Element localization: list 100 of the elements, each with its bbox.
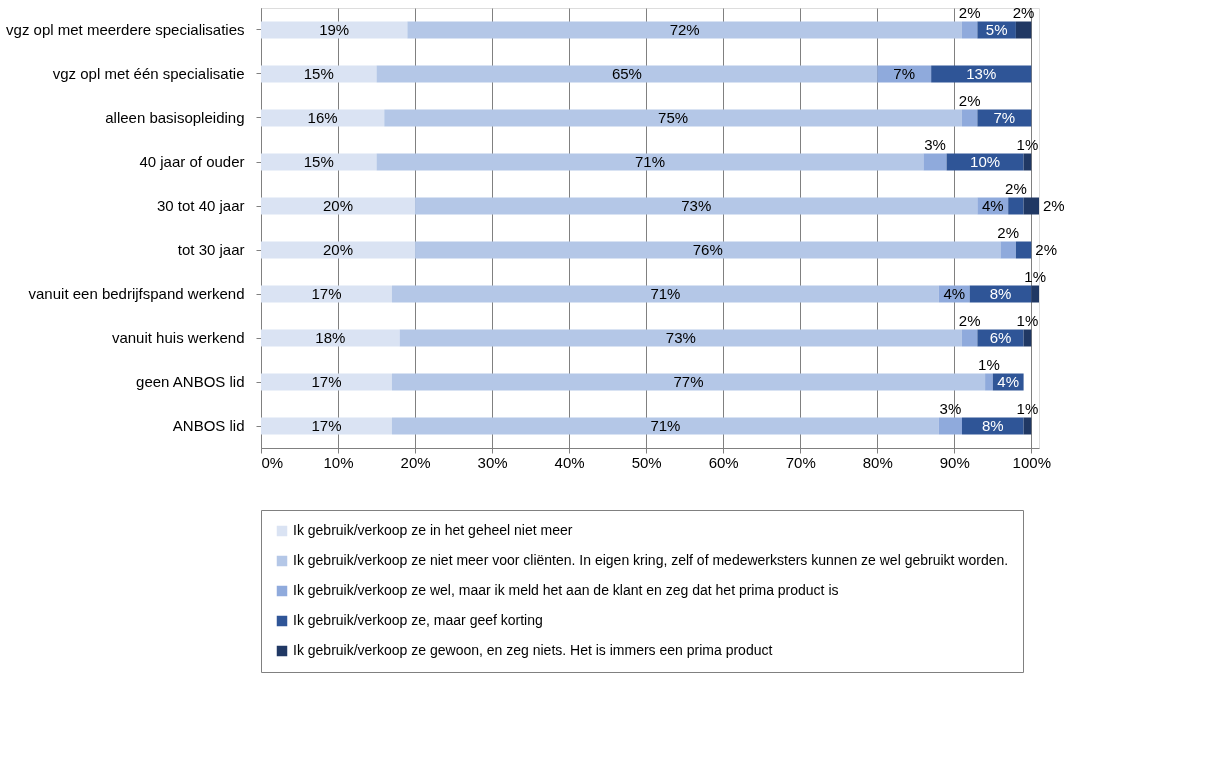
bar — [1015, 21, 1032, 39]
data-label: 2% — [1005, 180, 1027, 197]
y-tick-label: ANBOS lid — [172, 417, 245, 434]
bar — [1023, 153, 1032, 171]
legend-label: Ik gebruik/verkoop ze niet meer voor cliënten. In eigen kring, zelf of medewerksters kunnen ze wel gebruikt worden. — [293, 552, 1009, 568]
data-label: 72% — [669, 21, 700, 38]
x-tick-label: 0% — [261, 453, 284, 471]
y-tick-label: vanuit huis werkend — [111, 329, 245, 346]
bar — [415, 241, 1001, 259]
bar — [961, 109, 978, 127]
x-tick-label: 100% — [1012, 453, 1051, 471]
y-tick-label: geen ANBOS lid — [136, 373, 245, 390]
bar — [1023, 197, 1039, 215]
bar — [1023, 329, 1032, 347]
x-tick-label: 40% — [554, 453, 585, 471]
bar — [399, 329, 962, 347]
bar — [1008, 197, 1024, 215]
data-label: 2% — [958, 4, 981, 21]
legend-label: Ik gebruik/verkoop ze gewoon, en zeg niets. Het is immers een prima product — [293, 642, 773, 658]
data-label: 4% — [943, 285, 966, 302]
x-tick-label: 10% — [323, 453, 354, 471]
bar — [923, 153, 947, 171]
data-label: 16% — [307, 109, 338, 126]
data-label: 15% — [303, 65, 334, 82]
x-tick-label: 90% — [939, 453, 970, 471]
bar — [1031, 285, 1039, 303]
data-label: 3% — [939, 400, 962, 417]
data-label: 8% — [989, 285, 1012, 302]
legend-label: Ik gebruik/verkoop ze wel, maar ik meld het aan de klant en zeg dat het prima product is — [293, 582, 839, 598]
data-label: 2% — [1012, 4, 1035, 21]
data-label: 75% — [658, 109, 689, 126]
data-label: 76% — [692, 241, 723, 258]
data-label: 2% — [1043, 197, 1065, 214]
y-tick-label: 30 tot 40 jaar — [156, 197, 245, 214]
y-tick-label: tot 30 jaar — [177, 241, 245, 258]
x-tick-label: 70% — [785, 453, 816, 471]
x-tick-label: 60% — [708, 453, 739, 471]
data-label: 5% — [985, 21, 1008, 38]
data-label: 20% — [323, 241, 354, 258]
y-tick-label: vgz opl met meerdere specialisaties — [6, 21, 245, 38]
data-label: 2% — [1035, 241, 1057, 258]
data-label: 73% — [681, 197, 712, 214]
bar — [961, 21, 978, 39]
bar — [261, 109, 385, 127]
bar — [961, 329, 978, 347]
data-label: 73% — [665, 329, 696, 346]
data-label: 19% — [319, 21, 350, 38]
bar — [376, 153, 924, 171]
bar — [407, 21, 962, 39]
data-label: 17% — [311, 285, 342, 302]
y-tick-label: 40 jaar of ouder — [139, 153, 245, 170]
data-label: 7% — [893, 65, 916, 82]
bar — [261, 241, 416, 259]
bar — [261, 153, 377, 171]
bar — [1015, 241, 1032, 259]
x-tick-label: 30% — [477, 453, 508, 471]
data-label: 71% — [650, 417, 681, 434]
data-label: 13% — [966, 65, 997, 82]
data-label: 4% — [997, 373, 1020, 390]
data-label: 6% — [989, 329, 1012, 346]
bar — [261, 373, 392, 391]
data-label: 18% — [315, 329, 346, 346]
bar — [931, 65, 1032, 83]
data-label: 1% — [1016, 400, 1039, 417]
data-label: 10% — [970, 153, 1001, 170]
data-label: 3% — [924, 136, 946, 153]
data-label: 17% — [311, 417, 342, 434]
y-tick-label: vanuit een bedrijfspand werkend — [28, 285, 245, 302]
data-label: 7% — [993, 109, 1016, 126]
x-tick-label: 20% — [400, 453, 431, 471]
x-tick-label: 80% — [862, 453, 893, 471]
bar — [391, 417, 939, 435]
data-label: 1% — [978, 356, 1000, 373]
data-label: 2% — [958, 92, 981, 109]
bar — [261, 197, 416, 215]
y-tick-label: vgz opl met één specialisatie — [52, 65, 245, 82]
bar — [384, 109, 962, 127]
data-label: 1% — [1016, 312, 1039, 329]
bar — [376, 65, 878, 83]
bar — [415, 197, 978, 215]
data-label: 2% — [997, 224, 1020, 241]
y-tick-label: alleen basisopleiding — [105, 109, 245, 126]
data-label: 77% — [673, 373, 704, 390]
bar — [938, 417, 962, 435]
x-tick-label: 50% — [631, 453, 662, 471]
data-label: 20% — [323, 197, 354, 214]
legend-label: Ik gebruik/verkoop ze in het geheel niet meer — [293, 522, 573, 538]
bar — [261, 417, 392, 435]
data-label: 1% — [1016, 136, 1039, 153]
bar — [391, 285, 939, 303]
bar — [1000, 241, 1016, 259]
legend-label: Ik gebruik/verkoop ze, maar geef korting — [293, 612, 543, 628]
bar — [1023, 417, 1032, 435]
data-label: 17% — [311, 373, 342, 390]
data-label: 2% — [958, 312, 981, 329]
data-label: 4% — [981, 197, 1004, 214]
data-label: 71% — [650, 285, 681, 302]
bar — [391, 373, 986, 391]
data-label: 8% — [981, 417, 1004, 434]
data-label: 71% — [634, 153, 666, 170]
